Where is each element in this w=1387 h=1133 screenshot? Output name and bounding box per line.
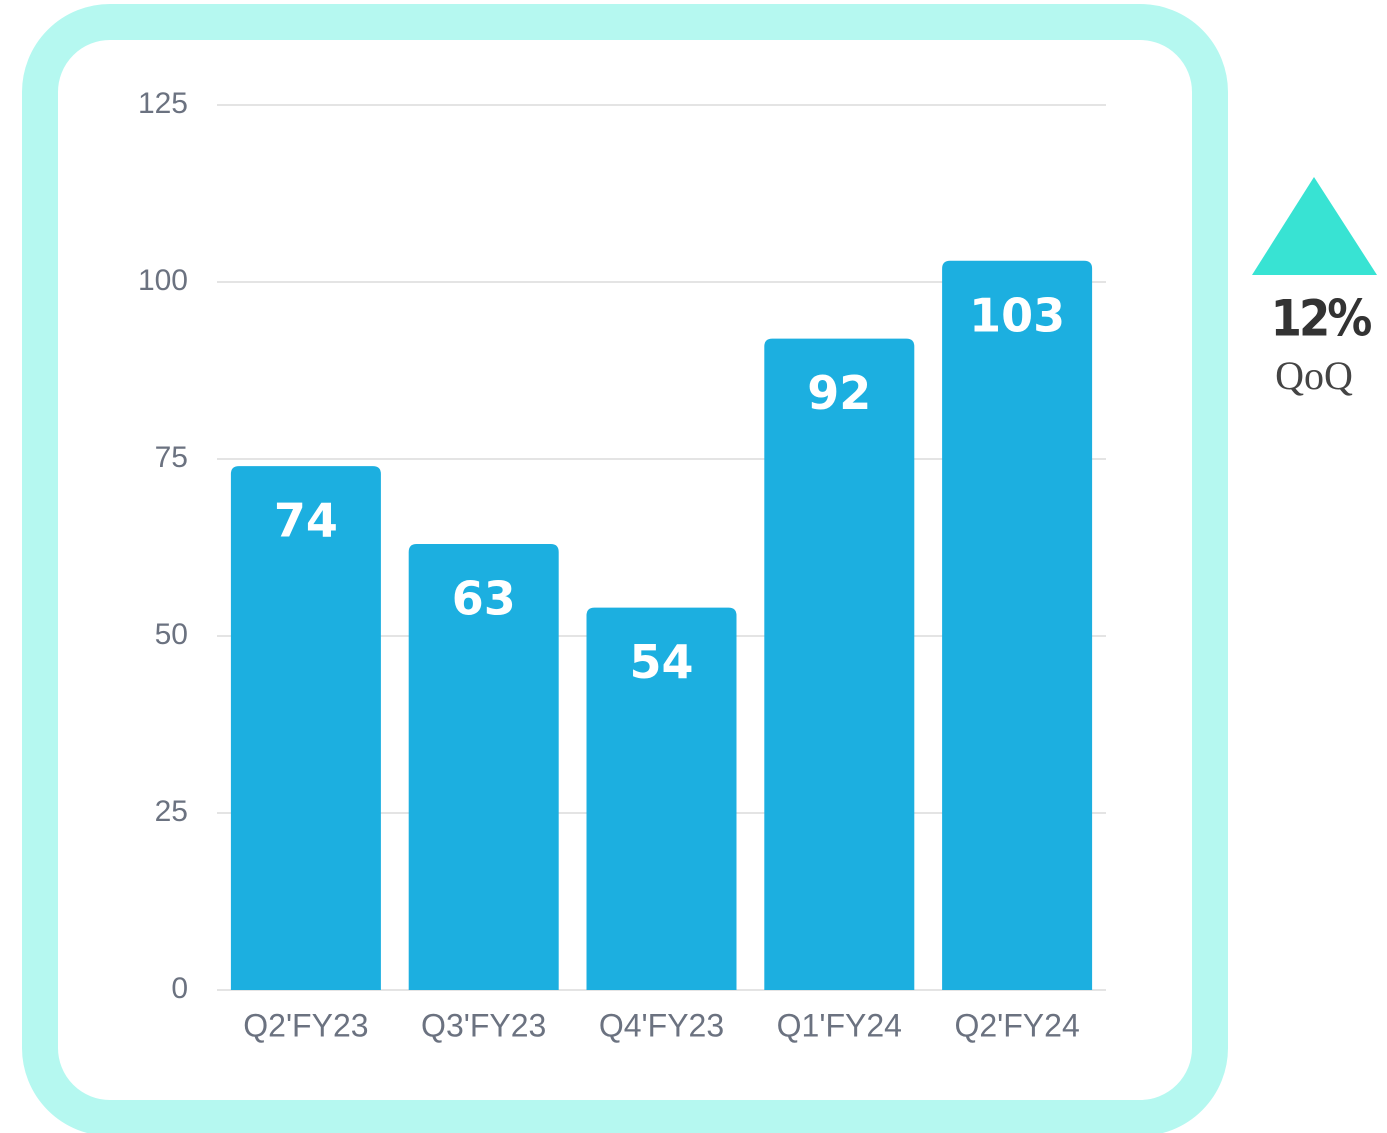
bar xyxy=(764,338,915,990)
y-tick-label: 100 xyxy=(138,264,188,297)
x-tick-label: Q3'FY23 xyxy=(421,1007,546,1043)
bar xyxy=(586,607,737,990)
x-tick-label: Q2'FY24 xyxy=(954,1007,1079,1043)
value-label: 63 xyxy=(452,571,516,625)
y-tick-label: 0 xyxy=(171,972,188,1005)
y-tick-label: 25 xyxy=(155,795,188,828)
value-label: 92 xyxy=(807,366,871,420)
value-label: 74 xyxy=(274,494,338,548)
bar xyxy=(408,543,559,990)
value-label: 54 xyxy=(629,635,693,689)
change-value: 12% xyxy=(1271,290,1372,348)
bar xyxy=(230,466,381,991)
x-tick-label: Q2'FY23 xyxy=(243,1007,368,1043)
y-tick-label: 75 xyxy=(155,441,188,474)
x-tick-label: Q4'FY23 xyxy=(599,1007,724,1043)
change-period: QoQ xyxy=(1275,353,1353,398)
value-label: 103 xyxy=(969,288,1065,342)
x-tick-label: Q1'FY24 xyxy=(777,1007,902,1043)
bar xyxy=(942,260,1093,990)
up-arrow xyxy=(1252,177,1377,275)
y-tick-label: 125 xyxy=(138,87,188,120)
y-tick-label: 50 xyxy=(155,618,188,651)
